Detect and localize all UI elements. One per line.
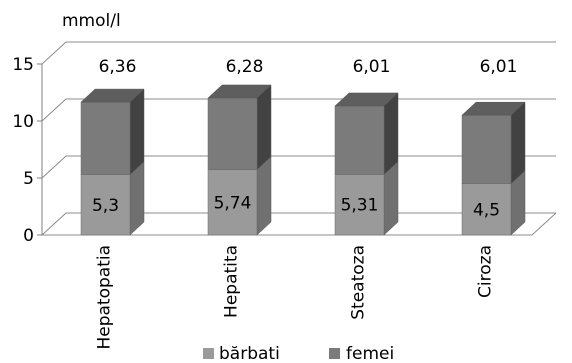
data-label-hepatopatia-barbati: 5,3 — [92, 196, 119, 216]
floor-edge — [42, 212, 557, 236]
bar-front — [207, 97, 258, 170]
bar-top — [80, 88, 145, 103]
bar-hepatita-femei — [207, 84, 272, 171]
y-tick-label: 15 — [12, 55, 34, 75]
data-label-steatoza-barbati: 5,31 — [341, 196, 379, 216]
gridline — [41, 41, 556, 65]
bar-ciroza-femei — [461, 101, 526, 185]
bar-steatoza-femei — [334, 92, 399, 176]
bars — [80, 84, 526, 236]
data-label-ciroza-femei: 6,01 — [480, 57, 518, 77]
data-label-ciroza-barbati: 4,5 — [473, 200, 500, 220]
legend: bărbati femei — [203, 344, 394, 363]
category-labels: Hepatopatia Hepatita Steatoza Ciroza — [95, 245, 496, 350]
category-label-hepatopatia: Hepatopatia — [95, 245, 115, 350]
legend-label-barbati: bărbati — [219, 344, 280, 363]
y-tick-label: 10 — [12, 112, 34, 132]
bar-side — [256, 155, 272, 236]
bar-ciroza-barbati — [461, 170, 526, 236]
bar-front — [334, 105, 385, 175]
data-label-hepatita-barbati: 5,74 — [214, 193, 252, 213]
bar-side — [256, 84, 272, 171]
legend-label-femei: femei — [346, 344, 394, 363]
bar-top — [334, 92, 399, 107]
bar-steatoza-barbati — [334, 160, 399, 236]
data-label-hepatopatia-femei: 6,36 — [99, 57, 137, 77]
legend-swatch-femei — [329, 348, 340, 359]
category-label-hepatita: Hepatita — [222, 245, 242, 318]
y-axis-label: mmol/l — [62, 11, 121, 31]
data-labels: 5,3 6,36 5,74 6,28 5,31 6,01 4,5 6,01 — [92, 57, 517, 220]
data-label-steatoza-femei: 6,01 — [353, 57, 391, 77]
bar-side — [510, 101, 526, 185]
bar-hepatopatia-femei — [80, 88, 145, 176]
bar-hepatopatia-barbati — [80, 161, 145, 236]
bar-hepatita-barbati — [207, 155, 272, 236]
y-tick-label: 5 — [23, 169, 34, 189]
y-axis: 0 5 10 15 — [12, 55, 43, 246]
bar-front — [461, 114, 512, 184]
category-label-steatoza: Steatoza — [349, 245, 369, 320]
bar-top — [461, 101, 526, 116]
data-label-hepatita-femei: 6,28 — [226, 57, 264, 77]
bar-top — [207, 84, 272, 99]
bar-front — [80, 174, 131, 236]
bar-front — [80, 101, 131, 175]
legend-swatch-barbati — [203, 348, 214, 359]
category-label-ciroza: Ciroza — [476, 245, 496, 298]
bar-front — [461, 183, 512, 236]
bar-side — [129, 88, 145, 176]
y-tick-label: 0 — [23, 226, 34, 246]
bar-front — [334, 174, 385, 236]
bar-side — [383, 92, 399, 176]
